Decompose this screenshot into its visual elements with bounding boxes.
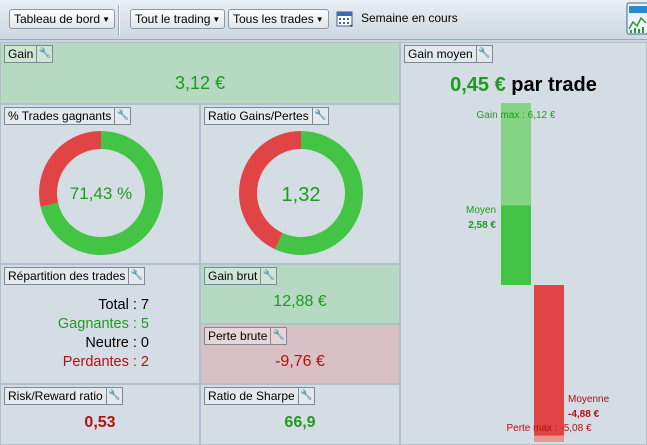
risk-reward-panel-title[interactable]: Risk/Reward ratio 🔧 (4, 387, 123, 405)
win-rate-donut: 71,43 % (38, 131, 163, 255)
win-rate-value: 71,43 % (70, 184, 132, 203)
gain-panel: Gain 🔧 3,12 € (0, 42, 400, 104)
loss-max-label: Perte max : -5,08 € (506, 423, 591, 434)
gain-loss-ratio-panel-title[interactable]: Ratio Gains/Pertes 🔧 (204, 107, 329, 125)
risk-reward-value: 0,53 (84, 414, 116, 431)
trades-dropdown[interactable]: Tous les trades ▼ (228, 9, 329, 29)
average-gain-chart: Gain max : 6,12 € Moyen 2,58 € Moyenne -… (466, 103, 610, 442)
gross-loss-value: -9,76 € (275, 353, 325, 370)
average-loss-value: -4,88 € (568, 409, 600, 420)
average-gain-suffix: par trade (511, 74, 597, 96)
wrench-icon[interactable]: 🔧 (297, 388, 314, 404)
toolbar-separator (118, 5, 120, 35)
gain-loss-ratio-panel: Ratio Gains/Pertes 🔧 1,32 (200, 104, 400, 264)
losing-slice (38, 131, 101, 207)
wrench-icon[interactable]: 🔧 (36, 46, 52, 62)
gross-loss-panel-title[interactable]: Perte brute 🔧 (204, 327, 288, 345)
gain-panel-title[interactable]: Gain 🔧 (4, 45, 54, 63)
distribution-panel-title[interactable]: Répartition des trades 🔧 (4, 267, 146, 285)
total-trades: Total : 7 (98, 297, 149, 313)
winning-slice (40, 131, 163, 255)
average-gain-panel: Gain moyen 🔧 0,45 € par trade Gain max :… (400, 42, 647, 445)
dashboard-dropdown[interactable]: Tableau de bord ▼ (9, 9, 115, 29)
wrench-icon[interactable]: 🔧 (311, 108, 328, 124)
gross-gain-title-label: Gain brut (208, 269, 258, 283)
trades-dropdown-label: Tous les trades (233, 12, 314, 26)
gross-loss-panel: Perte brute 🔧 -9,76 € (200, 324, 400, 384)
sharpe-panel-title[interactable]: Ratio de Sharpe 🔧 (204, 387, 315, 405)
sharpe-panel: Ratio de Sharpe 🔧 66,9 (200, 384, 400, 445)
losing-trades: Perdantes : 2 (62, 354, 149, 370)
wrench-icon[interactable]: 🔧 (114, 108, 130, 124)
win-rate-panel: % Trades gagnants 🔧 71,43 % (0, 104, 200, 264)
neutral-trades: Neutre : 0 (85, 335, 149, 351)
average-loss-bar (534, 285, 564, 436)
wrench-icon[interactable]: 🔧 (260, 268, 276, 284)
gain-value: 3,12 € (174, 73, 226, 93)
average-gain-title-label: Gain moyen (408, 47, 473, 61)
gain-loss-ratio-value: 1,32 (282, 184, 321, 206)
toolbar: Tableau de bord ▼ Tout le trading ▼ Tous l… (0, 0, 647, 40)
chevron-down-icon: ▼ (315, 15, 324, 24)
gross-gain-value: 12,88 € (273, 293, 327, 310)
gain-loss-ratio-title-label: Ratio Gains/Pertes (208, 109, 309, 123)
gain-loss-ratio-donut: 1,32 (239, 131, 363, 255)
trading-dropdown[interactable]: Tout le trading ▼ (130, 9, 226, 29)
average-gain-headline: 0,45 € par trade (401, 74, 646, 97)
dashboard-dropdown-label: Tableau de bord (14, 12, 101, 26)
loss-max-bar (534, 435, 564, 442)
loss-slice (239, 131, 301, 250)
chevron-down-icon: ▼ (102, 15, 110, 24)
risk-reward-panel: Risk/Reward ratio 🔧 0,53 (0, 384, 200, 445)
wrench-icon[interactable]: 🔧 (105, 388, 122, 404)
average-loss-label: Moyenne (568, 394, 610, 405)
gain-max-label: Gain max : 6,12 € (477, 110, 556, 121)
period-label[interactable]: Semaine en cours (361, 11, 458, 25)
wrench-icon[interactable]: 🔧 (475, 46, 492, 62)
chart-window-icon[interactable] (626, 2, 647, 35)
risk-reward-title-label: Risk/Reward ratio (8, 389, 103, 403)
gain-slice (274, 131, 363, 255)
gross-loss-title-label: Perte brute (208, 329, 268, 343)
gross-gain-panel-title[interactable]: Gain brut 🔧 (204, 267, 278, 285)
win-rate-panel-title[interactable]: % Trades gagnants 🔧 (4, 107, 132, 125)
chevron-down-icon: ▼ (212, 15, 221, 24)
calendar-icon[interactable] (336, 9, 356, 29)
average-gain-bar (501, 205, 531, 285)
gain-max-bar (501, 103, 531, 206)
wrench-icon[interactable]: 🔧 (128, 268, 144, 284)
win-rate-title-label: % Trades gagnants (8, 109, 112, 123)
average-gain-amount: 0,45 € (450, 74, 506, 96)
distribution-panel: Répartition des trades 🔧 Total : 7 Gagna… (0, 264, 200, 384)
sharpe-value: 66,9 (284, 414, 316, 431)
average-gain-panel-title[interactable]: Gain moyen 🔧 (404, 45, 493, 63)
gain-title-label: Gain (8, 47, 34, 61)
sharpe-title-label: Ratio de Sharpe (208, 389, 295, 403)
winning-trades: Gagnantes : 5 (57, 316, 149, 332)
trading-dropdown-label: Tout le trading (135, 12, 211, 26)
gross-gain-panel: Gain brut 🔧 12,88 € (200, 264, 400, 324)
average-win-value: 2,58 € (468, 220, 496, 231)
distribution-title-label: Répartition des trades (8, 269, 126, 283)
average-win-label: Moyen (466, 205, 496, 216)
wrench-icon[interactable]: 🔧 (270, 328, 286, 344)
